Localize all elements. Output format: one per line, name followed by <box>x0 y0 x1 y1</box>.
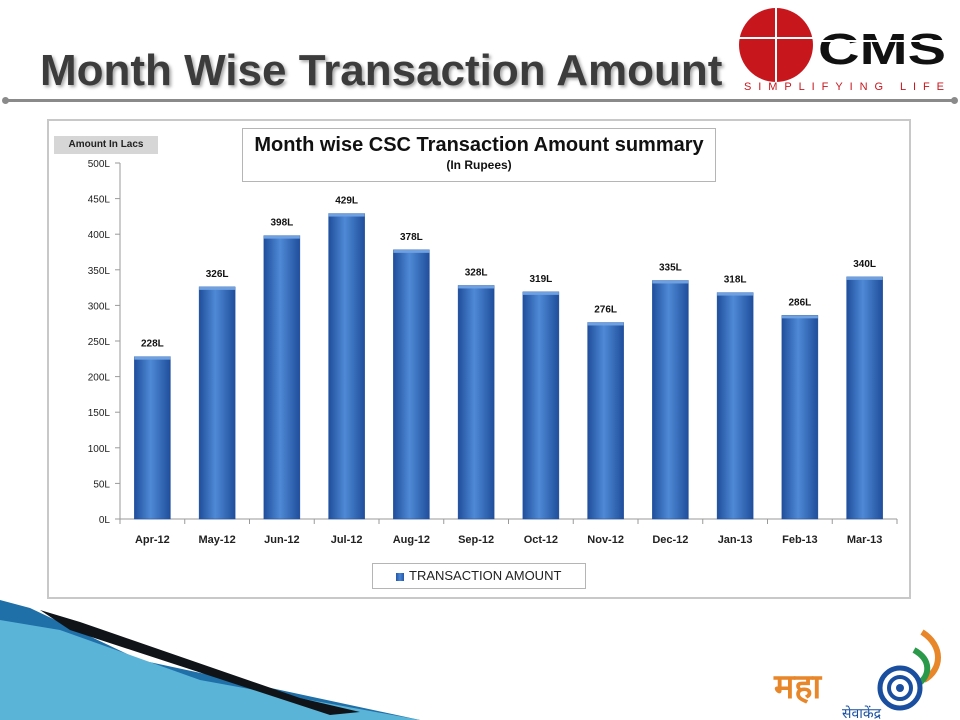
chart-subtitle: (In Rupees) <box>446 158 512 172</box>
cms-logo-wordmark: CMS <box>818 25 946 74</box>
data-label: 318L <box>724 275 747 286</box>
bar-top-highlight <box>458 285 495 289</box>
data-label: 286L <box>788 297 811 308</box>
bar-top-highlight <box>134 356 171 360</box>
chart-labels: Apr-12 May-12 Jun-12 Jul-12 Aug-12 Sep-12 Oct-… <box>135 196 882 546</box>
data-label: 276L <box>594 304 617 315</box>
chart-axes: 0L 50L 100L 150L 200L 250L 300L 350L 400L 450L 500… <box>88 159 898 526</box>
y-axis-unit-label: Amount In Lacs <box>54 136 158 154</box>
y-tick-label: 150L <box>88 408 111 419</box>
data-label: 429L <box>335 196 358 207</box>
maha-sevakendra-logo: महा सेवाकेंद्र <box>773 629 941 720</box>
y-tick-label: 50L <box>93 479 110 490</box>
title-divider <box>6 99 954 102</box>
data-label: 228L <box>141 339 164 350</box>
legend-label: TRANSACTION AMOUNT <box>409 568 562 583</box>
y-tick-label: 500L <box>88 159 111 170</box>
maha-logo-subtext: सेवाकेंद्र <box>842 705 882 720</box>
y-tick-label: 0L <box>99 515 111 526</box>
bar-top-highlight <box>652 280 689 284</box>
chart-title: Month wise CSC Transaction Amount summar… <box>254 134 704 156</box>
cms-logo: CMS SIMPLIFYING LIFE <box>739 8 946 93</box>
bar <box>652 280 689 520</box>
bar-top-highlight <box>263 235 300 239</box>
divider-left-dot <box>2 97 9 104</box>
slide-title: Month Wise Transaction Amount <box>40 46 723 95</box>
bar <box>134 356 171 520</box>
data-label: 335L <box>659 262 682 273</box>
bar <box>781 315 819 520</box>
bar-top-highlight <box>781 315 818 319</box>
bar-top-highlight <box>328 213 365 217</box>
chart-title-box: Month wise CSC Transaction Amount summar… <box>242 128 716 182</box>
bar-top-highlight <box>587 322 624 326</box>
x-tick-label: Mar-13 <box>847 534 882 546</box>
bar <box>393 249 430 520</box>
legend-swatch <box>396 572 404 581</box>
maha-logo-text: महा <box>773 667 822 707</box>
decorative-swoosh <box>0 600 420 720</box>
x-tick-label: Apr-12 <box>135 534 170 546</box>
bar <box>846 276 883 520</box>
y-tick-label: 450L <box>88 195 111 206</box>
bar <box>263 235 301 520</box>
bar-top-highlight <box>522 291 559 295</box>
bar-top-highlight <box>199 286 236 290</box>
data-label: 328L <box>465 267 488 278</box>
bar <box>328 213 365 520</box>
bar <box>522 291 560 520</box>
y-tick-label: 350L <box>88 266 111 277</box>
chart-bars <box>134 213 883 520</box>
x-tick-label: May-12 <box>198 534 235 546</box>
x-tick-label: Dec-12 <box>652 534 688 546</box>
x-tick-label: Oct-12 <box>524 534 558 546</box>
x-tick-label: Nov-12 <box>587 534 624 546</box>
y-tick-label: 100L <box>88 444 111 455</box>
divider-right-dot <box>951 97 958 104</box>
x-tick-label: Jul-12 <box>331 534 363 546</box>
y-tick-label: 300L <box>88 301 111 312</box>
y-tick-label: 250L <box>88 337 111 348</box>
bar-top-highlight <box>393 249 430 253</box>
bar-top-highlight <box>846 276 883 280</box>
x-tick-label: Jun-12 <box>264 534 299 546</box>
bar <box>198 286 236 520</box>
data-label: 340L <box>853 259 876 270</box>
data-label: 319L <box>529 274 552 285</box>
x-tick-label: Aug-12 <box>393 534 430 546</box>
x-tick-label: Jan-13 <box>718 534 753 546</box>
y-tick-label: 200L <box>88 373 111 384</box>
data-label: 326L <box>206 269 229 280</box>
data-label: 378L <box>400 232 423 243</box>
bar <box>716 292 754 520</box>
bar-top-highlight <box>717 292 754 296</box>
data-label: 398L <box>270 218 293 229</box>
y-tick-label: 400L <box>88 230 111 241</box>
bar <box>587 322 624 520</box>
x-tick-label: Feb-13 <box>782 534 817 546</box>
bar <box>457 285 495 520</box>
x-tick-label: Sep-12 <box>458 534 494 546</box>
chart-legend: TRANSACTION AMOUNT <box>372 563 586 589</box>
